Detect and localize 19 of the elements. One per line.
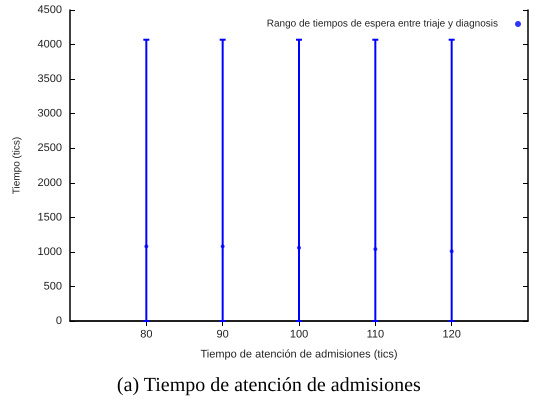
x-tick-label: 80 [140, 328, 152, 340]
y-tick-label: 3000 [38, 108, 62, 120]
x-tick-label: 110 [366, 328, 384, 340]
text: (a) Tiempo de atención de admisiones [116, 374, 421, 396]
y-tick-label: 3500 [38, 73, 62, 86]
y-tick-label: 0 [56, 315, 62, 327]
legend-label: Rango de tiempos de espera entre triaje y diagnosis [266, 18, 498, 30]
y-axis-title: Tiempo (tics) [12, 136, 22, 194]
y-tick-label: 2500 [38, 142, 62, 154]
x-tick-label: 100 [290, 328, 308, 340]
y-tick-label: 1000 [38, 246, 62, 258]
x-tick-label: 90 [216, 328, 229, 340]
y-tick-label: 4000 [38, 38, 62, 51]
y-tick-label: 2000 [38, 176, 62, 189]
y-tick-label: 1500 [38, 211, 62, 224]
x-axis-title: Tiempo de atención de admisiones (tics) [200, 348, 398, 360]
y-tick-label: 500 [44, 280, 62, 292]
x-tick-label: 120 [442, 328, 461, 340]
y-tick-label: 4500 [38, 4, 62, 16]
